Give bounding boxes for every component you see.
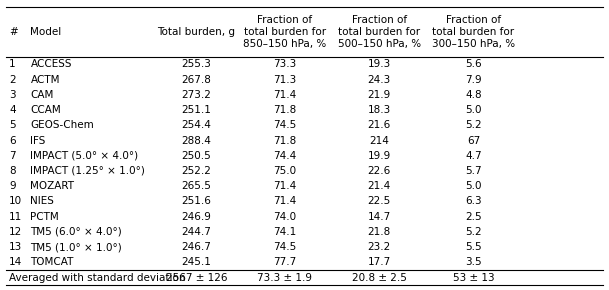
Text: TOMCAT: TOMCAT: [30, 257, 74, 267]
Text: 2: 2: [9, 75, 16, 85]
Text: 21.4: 21.4: [367, 181, 391, 191]
Text: 250.5: 250.5: [181, 151, 211, 161]
Text: 265.5: 265.5: [181, 181, 211, 191]
Text: 77.7: 77.7: [273, 257, 297, 267]
Text: 244.7: 244.7: [181, 227, 211, 237]
Text: 251.6: 251.6: [181, 196, 211, 206]
Text: 20.8 ± 2.5: 20.8 ± 2.5: [351, 273, 407, 282]
Text: 6: 6: [9, 135, 16, 146]
Text: #: #: [9, 27, 18, 37]
Text: 13: 13: [9, 242, 23, 252]
Text: Fraction of
total burden for
850–150 hPa, %: Fraction of total burden for 850–150 hPa…: [243, 14, 326, 49]
Text: 5.2: 5.2: [465, 120, 482, 130]
Text: PCTM: PCTM: [30, 212, 59, 222]
Text: GEOS-Chem: GEOS-Chem: [30, 120, 94, 130]
Text: 5.0: 5.0: [465, 105, 482, 115]
Text: 214: 214: [369, 135, 389, 146]
Text: 19.3: 19.3: [367, 59, 391, 69]
Text: 74.0: 74.0: [273, 212, 296, 222]
Text: 5.7: 5.7: [465, 166, 482, 176]
Text: 254.4: 254.4: [181, 120, 211, 130]
Text: 67: 67: [467, 135, 480, 146]
Text: 6.3: 6.3: [465, 196, 482, 206]
Text: 21.9: 21.9: [367, 90, 391, 100]
Text: 2.5: 2.5: [465, 212, 482, 222]
Text: 11: 11: [9, 212, 23, 222]
Text: 14: 14: [9, 257, 23, 267]
Text: 21.8: 21.8: [367, 227, 391, 237]
Text: 5: 5: [9, 120, 16, 130]
Text: 4.7: 4.7: [465, 151, 482, 161]
Text: 1: 1: [9, 59, 16, 69]
Text: 5.5: 5.5: [465, 242, 482, 252]
Text: 14.7: 14.7: [367, 212, 391, 222]
Text: 18.3: 18.3: [367, 105, 391, 115]
Text: Fraction of
total burden for
500–150 hPa, %: Fraction of total burden for 500–150 hPa…: [337, 14, 421, 49]
Text: 246.7: 246.7: [181, 242, 211, 252]
Text: 22.5: 22.5: [367, 196, 391, 206]
Text: 71.8: 71.8: [273, 105, 297, 115]
Text: 5.6: 5.6: [465, 59, 482, 69]
Text: ACCESS: ACCESS: [30, 59, 72, 69]
Text: 251.1: 251.1: [181, 105, 211, 115]
Text: 12: 12: [9, 227, 23, 237]
Text: 75.0: 75.0: [273, 166, 296, 176]
Text: 9: 9: [9, 181, 16, 191]
Text: Total burden, g: Total burden, g: [157, 27, 236, 37]
Text: 71.4: 71.4: [273, 90, 297, 100]
Text: 19.9: 19.9: [367, 151, 391, 161]
Text: CAM: CAM: [30, 90, 54, 100]
Text: Model: Model: [30, 27, 62, 37]
Text: 24.3: 24.3: [367, 75, 391, 85]
Text: Averaged with standard deviation: Averaged with standard deviation: [9, 273, 186, 282]
Text: 7.9: 7.9: [465, 75, 482, 85]
Text: NIES: NIES: [30, 196, 54, 206]
Text: 71.3: 71.3: [273, 75, 297, 85]
Text: 73.3: 73.3: [273, 59, 297, 69]
Text: ACTM: ACTM: [30, 75, 60, 85]
Text: 3: 3: [9, 90, 16, 100]
Text: 255.3: 255.3: [181, 59, 211, 69]
Text: 267.8: 267.8: [181, 75, 211, 85]
Text: IMPACT (5.0° × 4.0°): IMPACT (5.0° × 4.0°): [30, 151, 139, 161]
Text: Fraction of
total burden for
300–150 hPa, %: Fraction of total burden for 300–150 hPa…: [432, 14, 515, 49]
Text: TM5 (1.0° × 1.0°): TM5 (1.0° × 1.0°): [30, 242, 122, 252]
Text: 71.4: 71.4: [273, 181, 297, 191]
Text: 74.4: 74.4: [273, 151, 297, 161]
Text: 74.1: 74.1: [273, 227, 297, 237]
Text: CCAM: CCAM: [30, 105, 61, 115]
Text: 5.2: 5.2: [465, 227, 482, 237]
Text: 74.5: 74.5: [273, 120, 297, 130]
Text: 3.5: 3.5: [465, 257, 482, 267]
Text: IFS: IFS: [30, 135, 46, 146]
Text: 252.2: 252.2: [181, 166, 211, 176]
Text: 71.4: 71.4: [273, 196, 297, 206]
Text: 73.3 ± 1.9: 73.3 ± 1.9: [257, 273, 312, 282]
Text: 7: 7: [9, 151, 16, 161]
Text: IMPACT (1.25° × 1.0°): IMPACT (1.25° × 1.0°): [30, 166, 146, 176]
Text: 2567 ± 126: 2567 ± 126: [166, 273, 227, 282]
Text: 21.6: 21.6: [367, 120, 391, 130]
Text: 4: 4: [9, 105, 16, 115]
Text: 10: 10: [9, 196, 23, 206]
Text: 246.9: 246.9: [181, 212, 211, 222]
Text: 74.5: 74.5: [273, 242, 297, 252]
Text: 23.2: 23.2: [367, 242, 391, 252]
Text: TM5 (6.0° × 4.0°): TM5 (6.0° × 4.0°): [30, 227, 122, 237]
Text: 8: 8: [9, 166, 16, 176]
Text: 4.8: 4.8: [465, 90, 482, 100]
Text: 245.1: 245.1: [181, 257, 211, 267]
Text: 17.7: 17.7: [367, 257, 391, 267]
Text: 273.2: 273.2: [181, 90, 211, 100]
Text: 22.6: 22.6: [367, 166, 391, 176]
Text: 288.4: 288.4: [181, 135, 211, 146]
Text: MOZART: MOZART: [30, 181, 74, 191]
Text: 71.8: 71.8: [273, 135, 297, 146]
Text: 5.0: 5.0: [465, 181, 482, 191]
Text: 53 ± 13: 53 ± 13: [452, 273, 495, 282]
